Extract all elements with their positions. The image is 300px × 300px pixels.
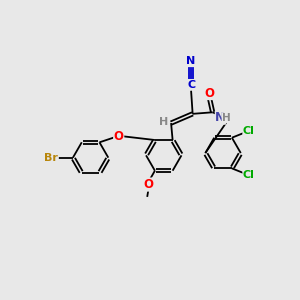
- Text: O: O: [114, 130, 124, 143]
- Text: H: H: [222, 113, 231, 123]
- Text: Br: Br: [44, 153, 58, 163]
- Text: C: C: [187, 80, 195, 90]
- Text: Cl: Cl: [243, 170, 255, 180]
- Text: O: O: [144, 178, 154, 191]
- Text: O: O: [205, 86, 214, 100]
- Text: N: N: [215, 111, 225, 124]
- Text: Cl: Cl: [243, 126, 255, 136]
- Text: N: N: [187, 56, 196, 67]
- Text: H: H: [159, 116, 168, 127]
